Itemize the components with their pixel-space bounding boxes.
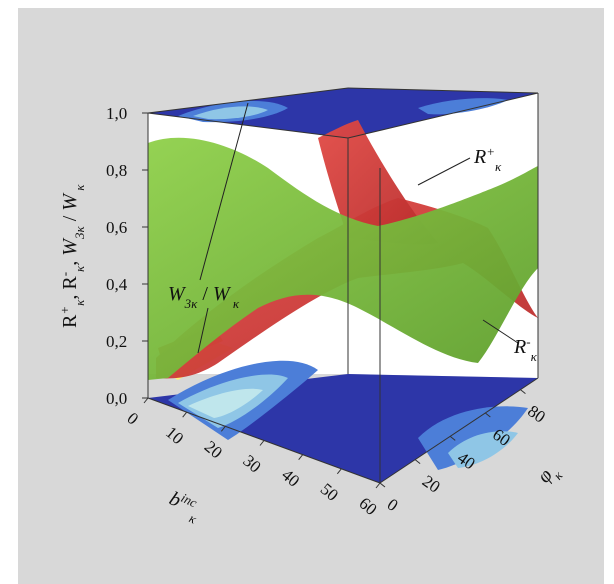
x-tick-mark	[143, 397, 149, 404]
box-frame	[147, 87, 539, 484]
x-tick-mark	[259, 440, 265, 446]
y-tick-label: 0	[384, 495, 402, 515]
x-axis-label: bincκ	[164, 485, 206, 526]
y-tick-mark	[449, 435, 456, 441]
y-tick-mark	[379, 482, 386, 488]
x-tick-mark	[182, 411, 188, 418]
z-tick-label: 0,8	[106, 161, 127, 180]
x-tick-label: 30	[239, 451, 264, 476]
z-tick-label: 0,4	[106, 275, 128, 294]
y-axis-label: φκ	[533, 459, 566, 491]
x-tick-label: 10	[162, 423, 187, 448]
x-tick-label: 40	[278, 465, 303, 490]
z-tick-label: 0,0	[106, 389, 127, 408]
x-tick-mark	[336, 468, 342, 475]
x-tick-label: 20	[201, 437, 226, 462]
x-tick-label: 0	[123, 409, 142, 429]
floor-contour-right-light	[448, 431, 518, 468]
top-contour-2	[193, 106, 268, 120]
top-plane	[148, 88, 538, 138]
annotation-leader-w3a	[199, 102, 249, 281]
y-tick-label: 20	[419, 471, 444, 496]
y-tick-mark	[414, 459, 421, 465]
z-axis-label: R+κ, R-κ, W3κ / W κ	[57, 184, 87, 328]
x-tick-mark	[220, 426, 226, 432]
surface-r-minus	[148, 137, 538, 380]
y-tick-mark	[485, 412, 491, 418]
annotation-leader-w3b	[197, 307, 209, 354]
x-tick-label: 60	[355, 494, 380, 519]
z-tick-label: 0,6	[106, 218, 127, 237]
chart-panel: 0,0 0,2 0,4 0,6 0,8 1,0 0 10 20 30 40 50 60 0 20 40 60…	[18, 8, 604, 584]
top-contour-3	[418, 98, 508, 115]
annotation-leader-rplus	[417, 157, 471, 186]
x-tick-label: 50	[317, 479, 342, 504]
x-tick-mark	[375, 482, 381, 489]
floor-contour-lightest	[188, 388, 263, 418]
annotation-leader-rminus	[482, 319, 519, 344]
z-tick-label: 1,0	[106, 104, 127, 123]
y-tick-mark	[520, 389, 526, 395]
z-tick-label: 0,2	[106, 332, 127, 351]
x-tick-mark	[298, 454, 304, 460]
z-axis-ticks: 0,0 0,2 0,4 0,6 0,8 1,0	[106, 104, 148, 408]
y-tick-label: 80	[524, 401, 549, 426]
